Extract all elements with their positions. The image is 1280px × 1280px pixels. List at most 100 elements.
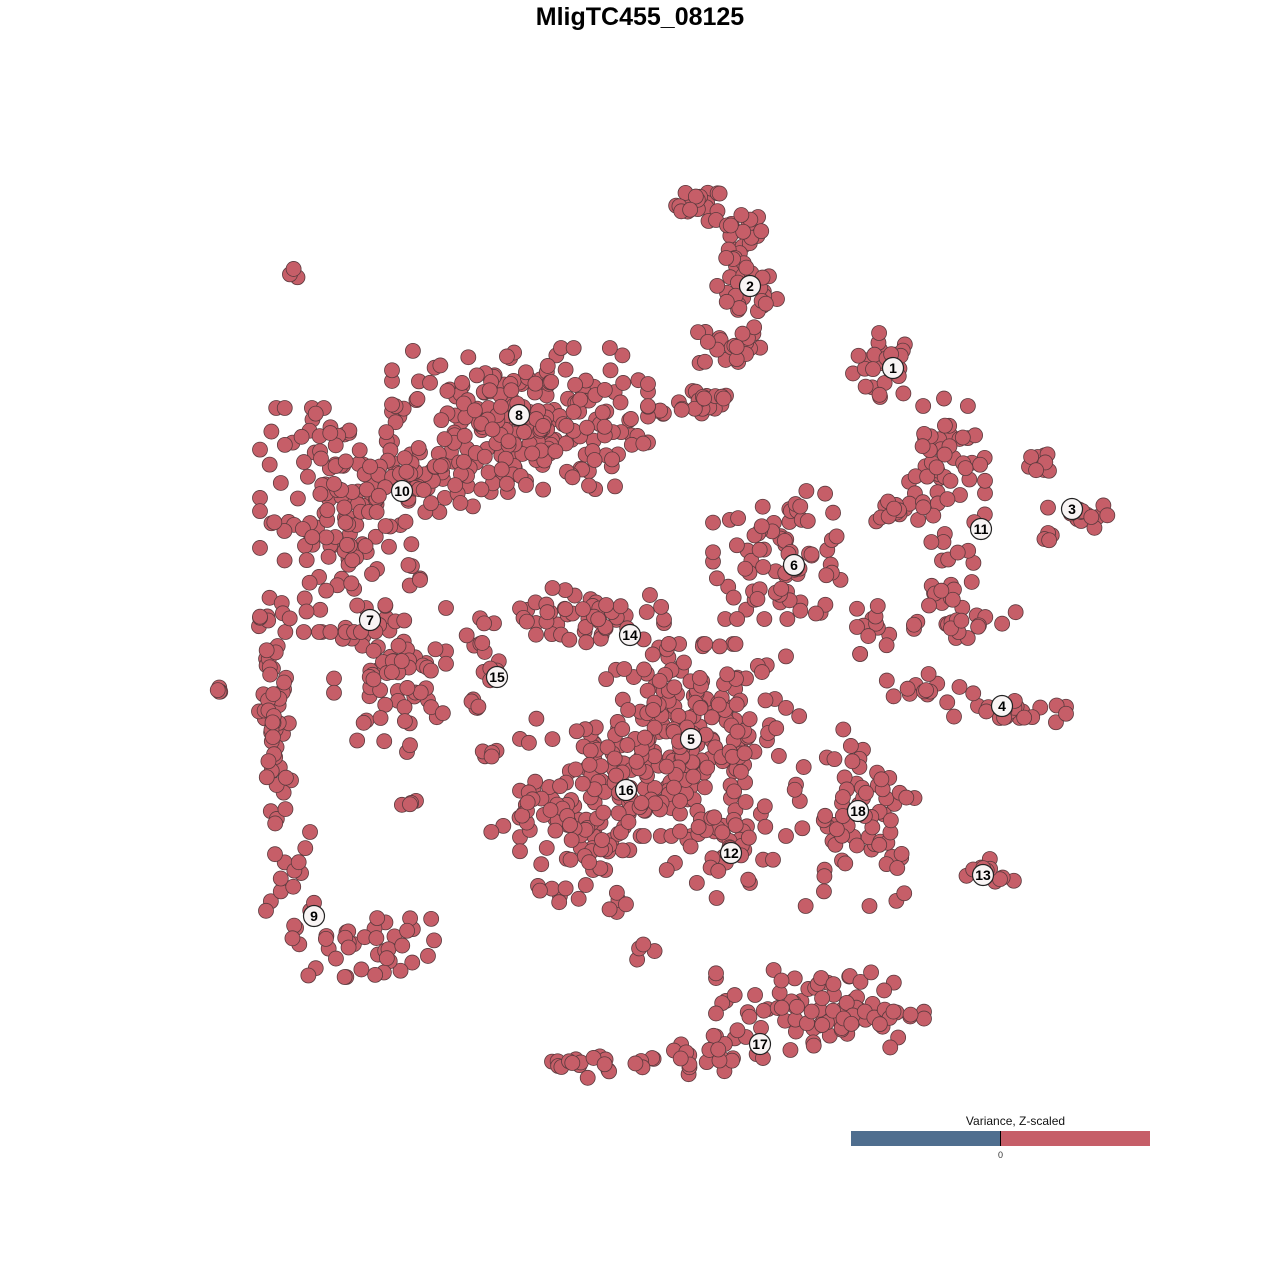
data-point (920, 666, 937, 682)
data-point (1016, 709, 1033, 726)
data-point (289, 490, 306, 507)
data-point (691, 670, 708, 686)
data-point (400, 557, 417, 573)
data-point (741, 711, 758, 728)
data-point (773, 999, 790, 1016)
cluster-label-1: 1 (881, 356, 905, 380)
data-point (838, 994, 855, 1011)
data-point (434, 705, 451, 722)
data-point (412, 572, 428, 588)
data-point (1083, 509, 1100, 525)
data-point (552, 778, 568, 795)
data-point (423, 662, 439, 679)
data-point (754, 664, 770, 680)
data-point (598, 671, 615, 688)
data-point (828, 528, 845, 545)
data-point (633, 795, 650, 811)
data-point (837, 855, 854, 872)
data-point (517, 364, 534, 381)
data-point (612, 394, 629, 411)
data-point (258, 902, 274, 919)
data-point (773, 580, 790, 597)
data-point (697, 636, 714, 652)
data-point (365, 642, 382, 659)
data-point (278, 769, 294, 786)
data-point (296, 454, 312, 470)
data-point (882, 812, 899, 829)
data-point (757, 818, 774, 835)
cluster-label-badge (969, 517, 993, 541)
data-point (353, 961, 370, 978)
data-point (452, 495, 469, 511)
data-point (456, 427, 473, 444)
data-point (696, 390, 713, 407)
data-point (297, 840, 314, 857)
data-point (942, 473, 959, 489)
data-point (773, 972, 790, 989)
data-point (312, 601, 329, 618)
data-point (524, 445, 541, 462)
data-point (252, 608, 268, 625)
data-point (557, 601, 574, 618)
data-point (914, 438, 931, 455)
data-point (263, 423, 280, 440)
data-point (627, 1055, 644, 1072)
data-point (755, 559, 772, 575)
data-point (384, 396, 400, 413)
data-point (261, 456, 278, 473)
data-point (755, 1002, 772, 1019)
data-point (805, 1037, 822, 1054)
data-point (642, 587, 658, 603)
cluster-label-text: 18 (850, 803, 866, 819)
data-point (298, 603, 315, 620)
data-point (731, 300, 748, 316)
data-point (834, 789, 851, 805)
data-point (871, 386, 888, 403)
data-point (596, 381, 613, 398)
data-point (404, 954, 421, 971)
data-point (551, 894, 568, 911)
data-point (575, 601, 591, 618)
data-point (791, 708, 808, 725)
data-point (383, 664, 400, 681)
data-point (572, 391, 589, 408)
data-point (857, 378, 874, 395)
legend-zero-marker (1000, 1131, 1001, 1146)
data-point (618, 896, 634, 913)
data-point (377, 696, 394, 713)
data-point (438, 600, 454, 616)
cluster-label-8: 8 (507, 403, 531, 427)
data-point (258, 769, 275, 786)
data-point (873, 771, 890, 788)
data-point (394, 937, 411, 954)
data-point (863, 964, 879, 981)
data-point (953, 612, 970, 629)
cluster-label-10: 10 (390, 479, 414, 503)
data-point (878, 672, 895, 689)
data-point (734, 325, 751, 342)
data-point (468, 367, 485, 384)
data-point (916, 1010, 932, 1027)
data-point (266, 514, 283, 531)
data-point (768, 720, 785, 737)
data-point (658, 862, 675, 878)
cluster-label-11: 11 (969, 517, 993, 541)
data-point (818, 567, 835, 584)
data-point (438, 655, 454, 672)
cluster-label-3: 3 (1060, 497, 1084, 521)
data-point (328, 950, 344, 967)
data-point (595, 804, 612, 821)
cluster-label-badge (679, 727, 703, 751)
data-point (939, 491, 956, 507)
cluster-label-badge (990, 694, 1014, 718)
cluster-label-badge (971, 863, 995, 887)
data-point (871, 1016, 888, 1033)
data-point (493, 398, 509, 415)
data-point (476, 448, 493, 465)
data-point (558, 417, 575, 434)
data-point (615, 375, 632, 391)
data-point (696, 779, 713, 796)
cluster-label-text: 6 (790, 557, 798, 573)
data-point (753, 223, 770, 240)
data-point (528, 710, 545, 727)
